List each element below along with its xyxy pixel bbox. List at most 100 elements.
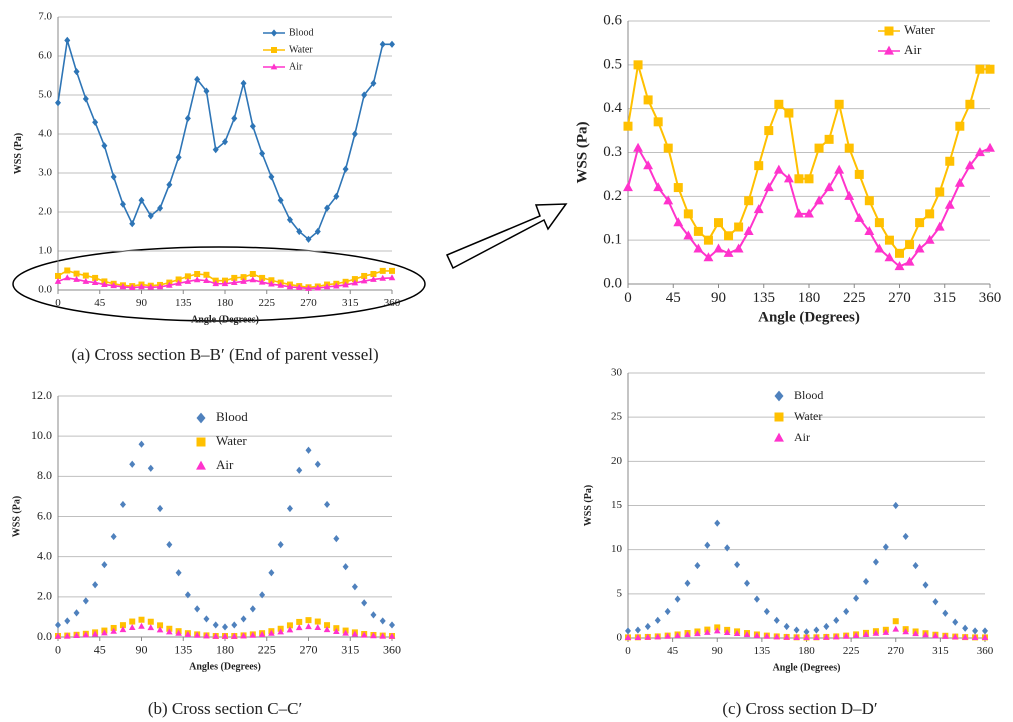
data-point [258, 630, 266, 637]
data-point [922, 631, 929, 638]
data-point [713, 627, 721, 634]
data-point [942, 609, 949, 617]
data-point [981, 633, 989, 640]
data-point [231, 621, 238, 629]
data-point [323, 626, 331, 633]
data-point [793, 633, 800, 640]
series-line [627, 145, 991, 268]
data-point [286, 283, 294, 290]
data-point [814, 195, 825, 205]
x-tick-label: 360 [977, 645, 994, 657]
data-point [863, 577, 869, 586]
y-tick-label: 0.5 [603, 56, 622, 72]
data-point [902, 532, 909, 541]
data-point [166, 541, 173, 549]
data-point [895, 248, 904, 258]
data-point [379, 632, 387, 639]
x-tick-label: 45 [94, 297, 106, 309]
data-point [370, 79, 377, 87]
data-point [902, 628, 909, 635]
y-tick-label: 0.1 [603, 232, 622, 248]
data-point [222, 623, 228, 631]
data-point [753, 632, 761, 639]
data-point [964, 160, 975, 170]
data-point [704, 628, 711, 635]
data-point [333, 192, 340, 200]
data-point [296, 618, 303, 625]
data-point [82, 95, 89, 103]
data-point [388, 274, 396, 281]
legend-label: Blood [289, 27, 313, 38]
y-tick-label: 3.0 [38, 167, 52, 179]
legend-marker [196, 460, 206, 470]
data-point [240, 274, 247, 281]
data-point [379, 274, 387, 281]
data-point [684, 579, 691, 587]
data-point [633, 60, 643, 70]
data-point [212, 146, 219, 154]
data-point [73, 609, 80, 617]
data-point [305, 623, 312, 630]
data-point [138, 440, 145, 448]
data-point [664, 632, 671, 639]
data-point [942, 632, 949, 639]
data-point [884, 235, 894, 245]
data-point [693, 226, 703, 236]
x-tick-label: 90 [136, 297, 148, 309]
x-tick-label: 45 [94, 642, 106, 656]
data-point [54, 277, 62, 284]
x-tick-label: 0 [55, 642, 61, 656]
data-point [912, 561, 919, 570]
x-tick-label: 315 [932, 645, 949, 657]
data-point [324, 622, 331, 629]
data-point [664, 607, 671, 616]
y-tick-label: 0 [617, 632, 623, 644]
y-tick-label: 0.3 [603, 144, 622, 160]
y-tick-label: 0.0 [38, 284, 52, 296]
caption: (b) Cross section C–C′ [148, 699, 302, 718]
data-point [634, 633, 642, 640]
data-point [783, 622, 790, 631]
x-tick-label: 225 [843, 645, 860, 657]
x-tick-label: 45 [666, 290, 681, 306]
x-tick-label: 45 [667, 645, 679, 657]
data-point [342, 281, 349, 288]
data-point [644, 622, 651, 631]
data-point [388, 632, 396, 639]
legend-label: Blood [794, 388, 823, 402]
data-point [203, 87, 210, 95]
data-point [683, 230, 694, 240]
data-point [813, 626, 820, 634]
data-point [654, 616, 661, 624]
data-point [184, 591, 191, 599]
data-point [784, 108, 794, 118]
data-point [734, 561, 741, 569]
data-point [91, 630, 99, 637]
data-point [370, 632, 377, 639]
data-point [803, 628, 810, 636]
data-point [314, 618, 321, 625]
data-point [268, 277, 275, 284]
data-point [370, 611, 377, 619]
data-point [892, 625, 900, 632]
data-point [110, 532, 117, 541]
data-point [872, 629, 880, 636]
data-point [222, 138, 228, 146]
data-point [743, 226, 754, 235]
data-point [351, 279, 359, 286]
data-point [852, 632, 860, 639]
data-point [944, 199, 955, 209]
data-point [73, 275, 80, 282]
data-point [693, 243, 704, 253]
x-tick-label: 135 [754, 645, 771, 657]
data-point [314, 227, 321, 236]
legend-label: Water [216, 433, 247, 448]
data-point [644, 633, 652, 640]
data-point [351, 130, 358, 138]
data-point [249, 605, 256, 613]
x-tick-label: 225 [259, 297, 276, 309]
data-point [882, 628, 890, 635]
data-point [361, 272, 368, 279]
data-point [92, 118, 99, 126]
data-point [147, 283, 155, 290]
